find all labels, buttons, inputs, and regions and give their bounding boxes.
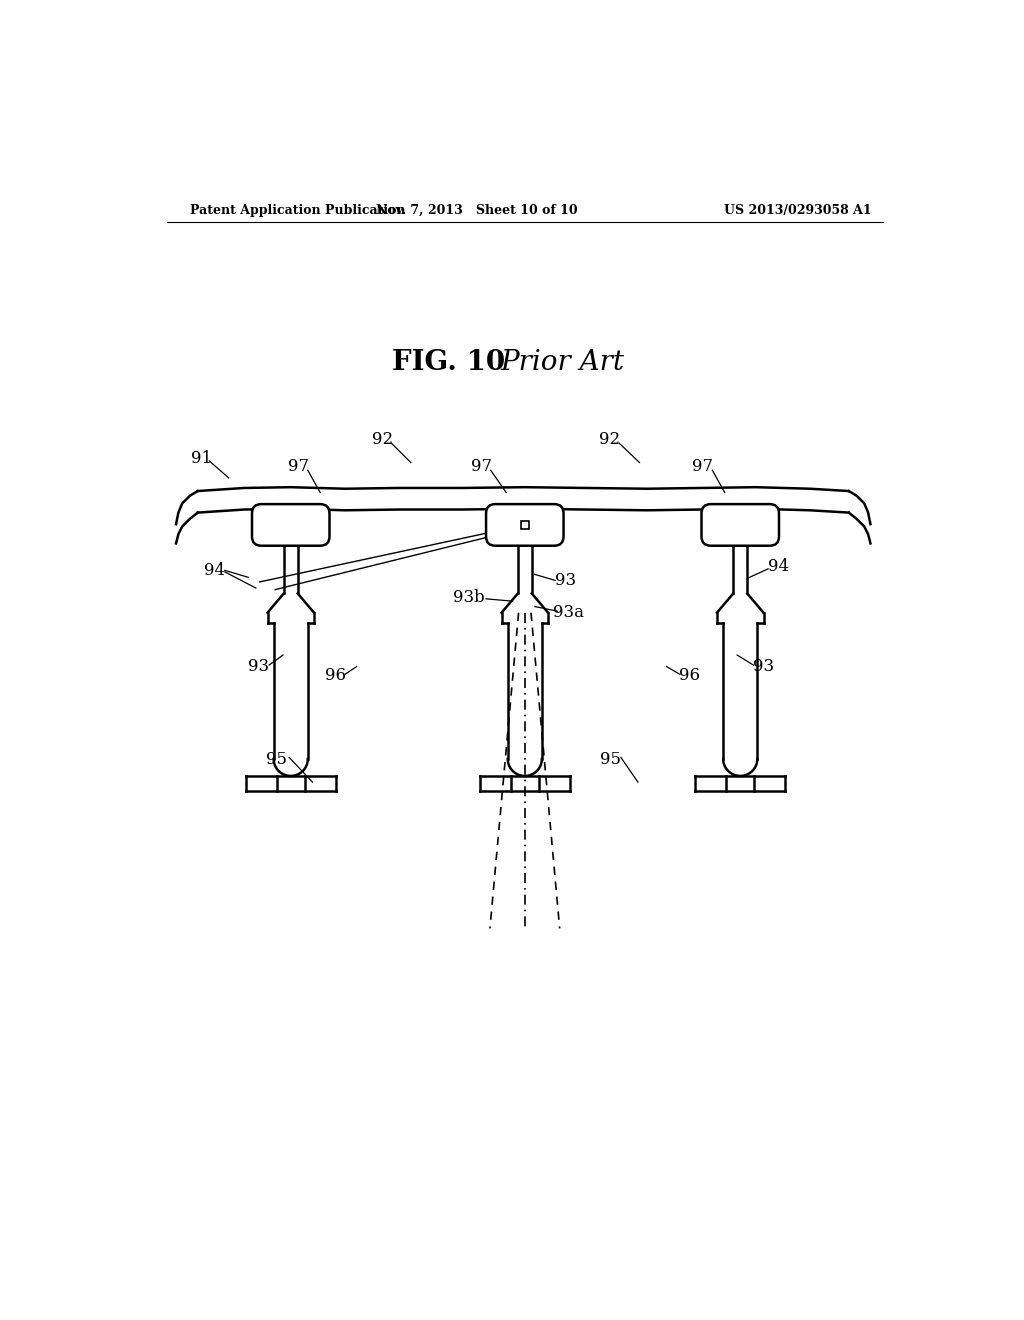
Text: 91: 91 [191, 450, 212, 467]
Text: 93a: 93a [553, 605, 584, 622]
Text: 97: 97 [471, 458, 492, 475]
Text: 94: 94 [204, 562, 225, 579]
FancyBboxPatch shape [252, 504, 330, 545]
Text: 96: 96 [679, 668, 699, 684]
Text: FIG. 10: FIG. 10 [391, 348, 505, 376]
Text: 93: 93 [248, 659, 268, 675]
Text: 92: 92 [372, 430, 393, 447]
FancyBboxPatch shape [701, 504, 779, 545]
Bar [521, 521, 528, 529]
Text: 93b: 93b [454, 589, 485, 606]
Text: 93: 93 [753, 659, 774, 675]
FancyBboxPatch shape [486, 504, 563, 545]
Text: Patent Application Publication: Patent Application Publication [190, 205, 406, 218]
Text: Nov. 7, 2013   Sheet 10 of 10: Nov. 7, 2013 Sheet 10 of 10 [376, 205, 578, 218]
Text: US 2013/0293058 A1: US 2013/0293058 A1 [724, 205, 872, 218]
Text: 92: 92 [599, 430, 621, 447]
Text: 97: 97 [288, 458, 309, 475]
Text: 95: 95 [599, 751, 621, 767]
Text: Prior Art: Prior Art [500, 348, 624, 376]
Text: 94: 94 [768, 558, 790, 576]
Text: 97: 97 [692, 458, 714, 475]
Text: 93: 93 [555, 572, 577, 589]
Text: 96: 96 [326, 668, 346, 684]
Text: 95: 95 [266, 751, 288, 767]
